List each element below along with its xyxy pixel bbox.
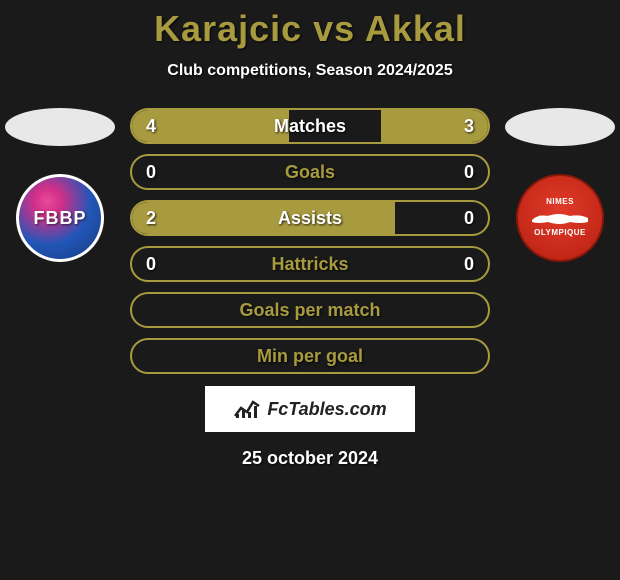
stat-value-left: 4 [146, 116, 156, 137]
stat-value-right: 0 [464, 208, 474, 229]
stat-value-right: 0 [464, 162, 474, 183]
stat-value-right: 0 [464, 254, 474, 275]
chart-icon [233, 398, 261, 420]
team-right-badge-inner: NIMES OLYMPIQUE [530, 197, 590, 239]
stat-label: Hattricks [271, 254, 348, 275]
stat-bar: 0 0 Goals [130, 154, 490, 190]
team-right-badge-bottom: OLYMPIQUE [534, 228, 586, 237]
crocodile-icon [530, 208, 590, 228]
stat-label: Goals per match [239, 300, 380, 321]
stat-label: Matches [274, 116, 346, 137]
brand-text: FcTables.com [267, 399, 386, 420]
stat-bar: 2 0 Assists [130, 200, 490, 236]
stat-value-left: 0 [146, 162, 156, 183]
stat-bar: 0 0 Hattricks [130, 246, 490, 282]
stat-bar: Goals per match [130, 292, 490, 328]
team-left-badge: FBBP [16, 174, 104, 262]
team-left-badge-text: FBBP [34, 208, 87, 229]
team-right-badge-top: NIMES [546, 197, 574, 206]
brand-box: FcTables.com [205, 386, 415, 432]
team-right-badge: NIMES OLYMPIQUE [516, 174, 604, 262]
stat-value-right: 3 [464, 116, 474, 137]
stats-column: 4 3 Matches 0 0 Goals 2 0 Assists 0 0 Hattricks Goal… [130, 108, 490, 374]
stat-label: Assists [278, 208, 342, 229]
left-side-column: FBBP [0, 108, 120, 262]
stat-value-left: 2 [146, 208, 156, 229]
stat-bar: 4 3 Matches [130, 108, 490, 144]
main-row: FBBP 4 3 Matches 0 0 Goals 2 0 Assists 0 0 Hattrick… [0, 108, 620, 374]
right-side-column: NIMES OLYMPIQUE [500, 108, 620, 262]
stat-fill-left [132, 202, 395, 234]
date-text: 25 october 2024 [242, 448, 378, 469]
stat-label: Min per goal [257, 346, 363, 367]
stat-value-left: 0 [146, 254, 156, 275]
player-right-oval [505, 108, 615, 146]
stat-bar: Min per goal [130, 338, 490, 374]
comparison-infographic: Karajcic vs Akkal Club competitions, Sea… [0, 0, 620, 580]
stat-label: Goals [285, 162, 335, 183]
page-subtitle: Club competitions, Season 2024/2025 [167, 62, 452, 80]
player-left-oval [5, 108, 115, 146]
page-title: Karajcic vs Akkal [154, 8, 466, 50]
